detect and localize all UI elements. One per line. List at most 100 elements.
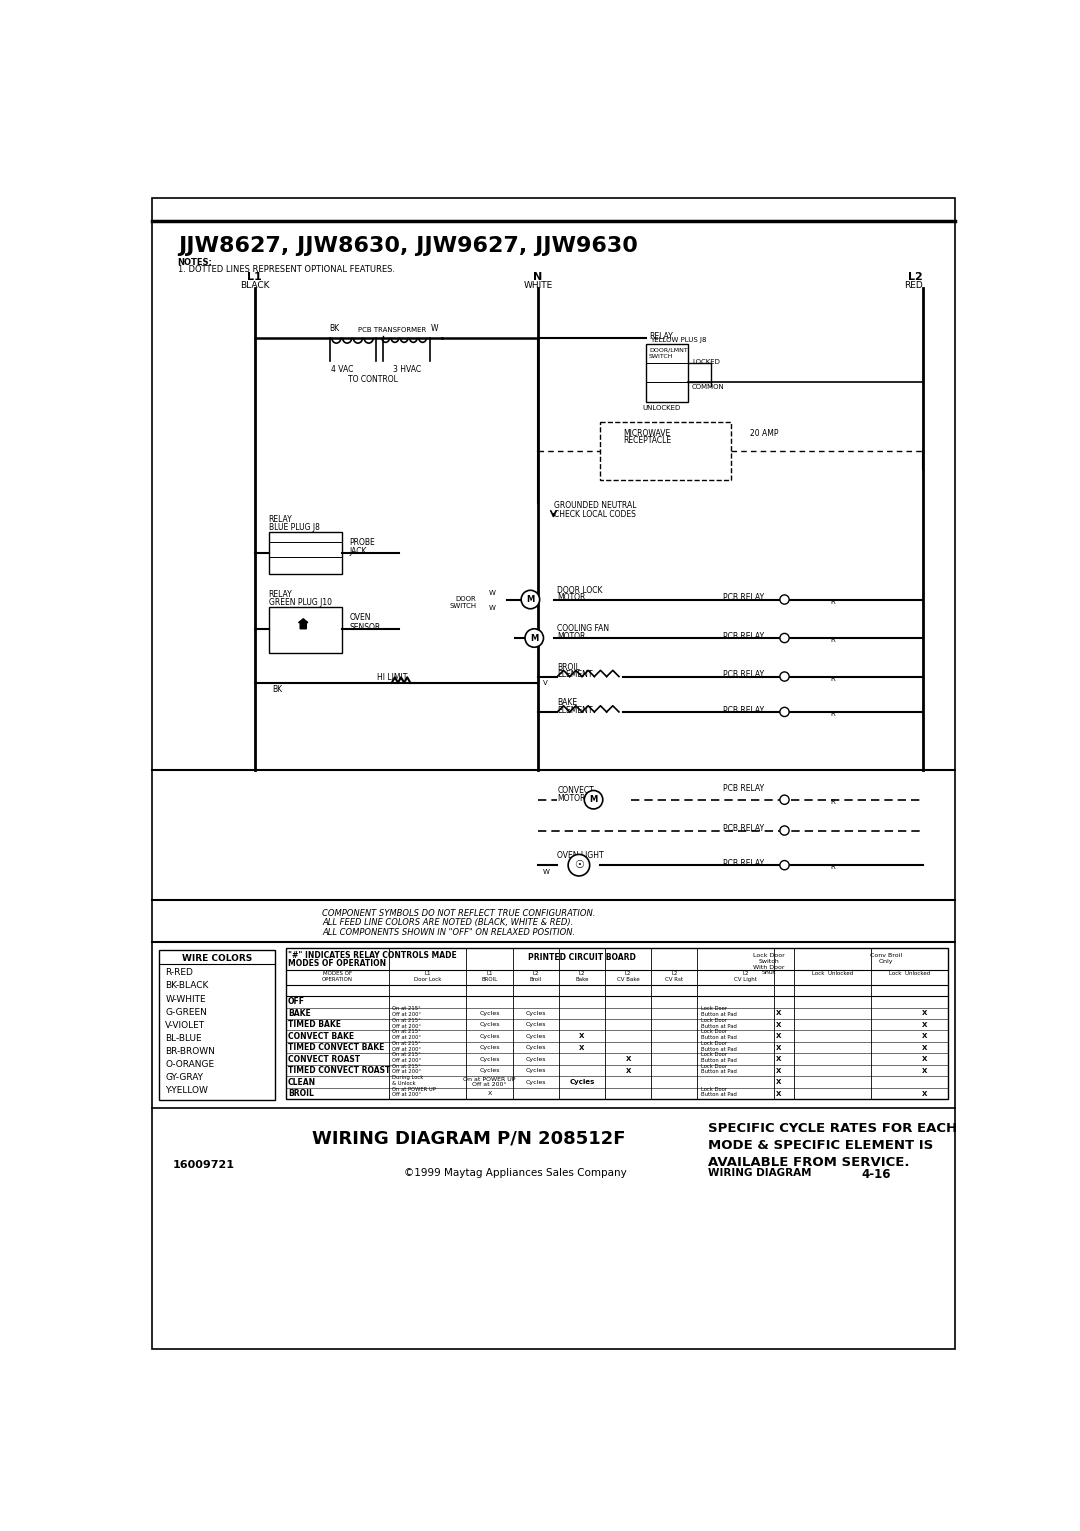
Text: PCB RELAY: PCB RELAY [723,859,764,868]
Text: PCB RELAY: PCB RELAY [723,824,764,833]
Bar [599,423,730,481]
Text: 3 HVAC: 3 HVAC [393,364,421,374]
Text: RECEPTACLE: RECEPTACLE [623,436,671,446]
Text: BL-BLUE: BL-BLUE [165,1033,202,1043]
Text: PCB RELAY: PCB RELAY [723,784,764,793]
Text: Cycles: Cycles [526,1010,546,1015]
Bar [269,531,341,574]
Text: R: R [831,799,836,805]
Text: O-ORANGE: O-ORANGE [165,1059,215,1069]
Text: GREEN PLUG J10: GREEN PLUG J10 [269,599,332,606]
Text: TIMED CONVECT BAKE: TIMED CONVECT BAKE [288,1043,384,1052]
Text: N: N [534,273,543,282]
Text: PRINTED CIRCUIT BOARD: PRINTED CIRCUIT BOARD [528,952,636,961]
Text: R: R [831,865,836,871]
Text: 1. DOTTED LINES REPRESENT OPTIONAL FEATURES.: 1. DOTTED LINES REPRESENT OPTIONAL FEATU… [178,265,395,274]
Circle shape [780,860,789,870]
Bar [269,608,341,654]
Text: Lock Door
Button at Pad: Lock Door Button at Pad [701,1006,738,1017]
Text: R: R [831,599,836,605]
Text: BK-BLACK: BK-BLACK [165,981,208,991]
Text: BAKE: BAKE [557,698,578,707]
Text: CONVECT ROAST: CONVECT ROAST [288,1055,360,1064]
Text: JJW8627, JJW8630, JJW9627, JJW9630: JJW8627, JJW8630, JJW9627, JJW9630 [178,236,637,256]
Text: COMMON: COMMON [692,384,725,390]
Text: Cycles: Cycles [480,1023,500,1027]
Text: L2
Broil: L2 Broil [529,972,542,983]
Text: X: X [922,1021,928,1027]
Text: X: X [922,1090,928,1096]
Text: ALL COMPONENTS SHOWN IN "OFF" ON RELAXED POSITION.: ALL COMPONENTS SHOWN IN "OFF" ON RELAXED… [323,928,576,937]
Text: X: X [579,1044,584,1050]
Text: L2
CV Bake: L2 CV Bake [617,972,639,983]
Text: OFF: OFF [288,997,305,1006]
Text: WIRE COLORS: WIRE COLORS [181,954,252,963]
Text: SPECIFIC CYCLE RATES FOR EACH
MODE & SPECIFIC ELEMENT IS
AVAILABLE FROM SERVICE.: SPECIFIC CYCLE RATES FOR EACH MODE & SPE… [707,1122,957,1168]
Text: ☉: ☉ [573,860,584,870]
Text: Cycles: Cycles [480,1033,500,1038]
Bar [285,948,948,1099]
Text: W-WHITE: W-WHITE [165,995,206,1003]
Text: RELAY: RELAY [650,332,674,340]
Text: On at 215°
Off at 200°: On at 215° Off at 200° [392,1064,421,1075]
Text: LOCKED: LOCKED [692,360,720,366]
Text: WIRING DIAGRAM P/N 208512F: WIRING DIAGRAM P/N 208512F [312,1130,625,1147]
Text: On at 215°
Off at 200°: On at 215° Off at 200° [392,1006,421,1017]
Text: DOOR LOCK: DOOR LOCK [557,586,603,594]
Text: X: X [922,1010,928,1017]
Text: X: X [922,1044,928,1050]
Text: DOOR: DOOR [456,597,476,602]
Text: X: X [487,1092,491,1096]
Text: Cycles: Cycles [480,1056,500,1061]
Circle shape [780,707,789,717]
Text: On at 215°
Off at 200°: On at 215° Off at 200° [392,1041,421,1052]
Text: Lock Door
Button at Pad: Lock Door Button at Pad [701,1029,738,1040]
Text: OVEN LIGHT: OVEN LIGHT [557,851,604,860]
Text: PCB RELAY: PCB RELAY [723,706,764,715]
Text: GROUNDED NEUTRAL: GROUNDED NEUTRAL [554,501,636,510]
Text: CLEAN: CLEAN [288,1078,316,1087]
Text: 4-16: 4-16 [862,1168,891,1180]
Text: ELEMENT: ELEMENT [557,671,593,680]
Text: TIMED CONVECT ROAST: TIMED CONVECT ROAST [288,1066,390,1075]
Text: X: X [625,1056,631,1063]
Text: RELAY: RELAY [269,514,293,524]
Text: L2: L2 [908,273,923,282]
Circle shape [780,672,789,681]
Text: NOTES:: NOTES: [178,257,213,266]
Text: COOLING FAN: COOLING FAN [557,625,609,634]
Text: JACK: JACK [350,547,367,556]
Text: SENSOR: SENSOR [350,623,380,632]
Text: BK: BK [272,684,283,694]
Text: OVEN: OVEN [350,614,370,623]
Circle shape [522,591,540,609]
Text: M: M [526,596,535,605]
Text: Lock Door
Button at Pad: Lock Door Button at Pad [701,1052,738,1063]
Text: X: X [922,1033,928,1040]
Text: Cycles: Cycles [480,1069,500,1073]
Text: L1
BROIL: L1 BROIL [482,972,498,983]
Bar [646,344,688,401]
FancyArrow shape [299,619,308,629]
Text: 4 VAC: 4 VAC [330,364,353,374]
Text: R: R [831,675,836,681]
Text: Cycles: Cycles [526,1069,546,1073]
Text: L2
Bake: L2 Bake [576,972,589,983]
Text: X: X [625,1067,631,1073]
Text: M: M [530,634,538,643]
Circle shape [584,790,603,808]
Text: X: X [775,1056,781,1063]
Text: BLUE PLUG J8: BLUE PLUG J8 [269,522,320,531]
Text: COMPONENT SYMBOLS DO NOT REFLECT TRUE CONFIGURATION.: COMPONENT SYMBOLS DO NOT REFLECT TRUE CO… [323,909,596,919]
Text: Cycles: Cycles [526,1079,546,1084]
Text: ELEMENT: ELEMENT [557,706,593,715]
Text: BK: BK [329,325,339,334]
Text: R-RED: R-RED [165,968,193,977]
Text: R: R [831,712,836,717]
Text: MOTOR: MOTOR [557,793,585,802]
Text: MODES OF OPERATION: MODES OF OPERATION [288,958,386,968]
Text: DOOR/LMNT: DOOR/LMNT [649,348,688,352]
Text: Cycles: Cycles [526,1033,546,1038]
Text: PCB RELAY: PCB RELAY [723,594,764,602]
Text: TIMED BAKE: TIMED BAKE [288,1020,341,1029]
